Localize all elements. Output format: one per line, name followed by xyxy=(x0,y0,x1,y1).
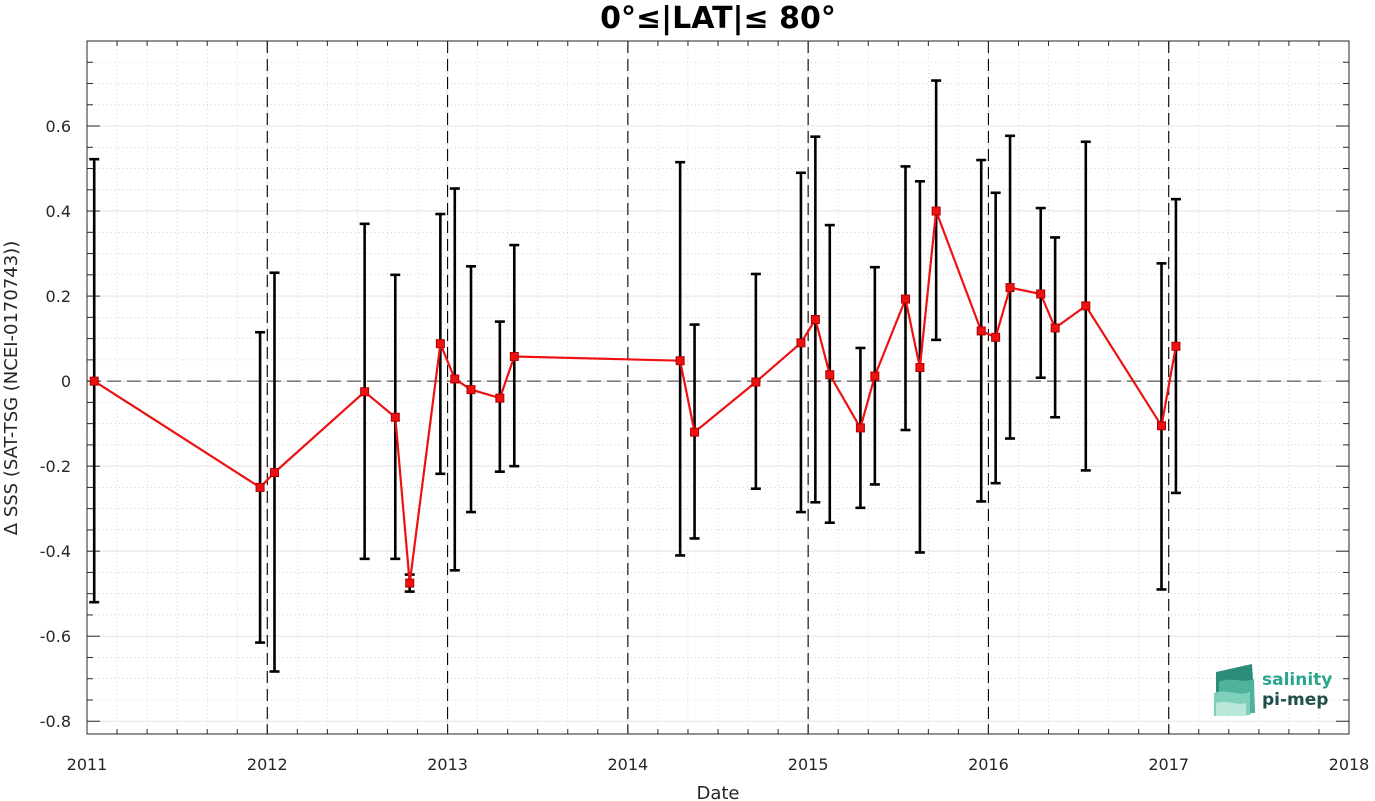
x-tick-label: 2016 xyxy=(968,755,1009,774)
x-tick-label: 2012 xyxy=(247,755,288,774)
data-point-marker xyxy=(751,377,761,387)
data-point-marker xyxy=(1050,323,1060,333)
data-point-marker xyxy=(931,206,941,216)
error-bars xyxy=(89,79,1181,673)
data-point-marker xyxy=(796,338,806,348)
y-tick-label: -0.8 xyxy=(40,712,71,731)
y-tick-label: 0.2 xyxy=(46,287,71,306)
data-point-marker xyxy=(450,374,460,384)
data-point-marker xyxy=(1005,283,1015,293)
data-point-marker xyxy=(269,468,279,478)
x-tick-label: 2017 xyxy=(1148,755,1189,774)
y-tick-labels: 0.6 0.4 0.2 0 -0.2 -0.4 -0.6 -0.8 xyxy=(40,117,71,731)
minor-grid xyxy=(87,41,1349,734)
data-point-marker xyxy=(466,385,476,395)
data-markers xyxy=(89,206,1181,588)
major-grid xyxy=(86,41,1350,734)
x-tick-label: 2013 xyxy=(427,755,468,774)
data-point-marker xyxy=(900,294,910,304)
data-point-marker xyxy=(1036,289,1046,299)
data-point-marker xyxy=(405,578,415,588)
data-point-marker xyxy=(1081,301,1091,311)
y-tick-label: -0.2 xyxy=(40,457,71,476)
data-point-marker xyxy=(810,314,820,324)
data-point-marker xyxy=(1157,421,1167,431)
data-point-marker xyxy=(855,423,865,433)
data-point-marker xyxy=(360,387,370,397)
data-point-marker xyxy=(690,427,700,437)
y-tick-label: -0.4 xyxy=(40,542,71,561)
y-axis-label: Δ SSS (SAT-TSG (NCEI-0170743)) xyxy=(1,241,22,535)
x-tick-label: 2018 xyxy=(1329,755,1370,774)
x-tick-label: 2015 xyxy=(788,755,829,774)
data-point-marker xyxy=(390,412,400,422)
y-tick-label: 0.6 xyxy=(46,117,71,136)
data-point-marker xyxy=(495,393,505,403)
data-point-marker xyxy=(89,376,99,386)
chart-title: 0°≤|LAT|≤ 80° xyxy=(600,1,836,36)
data-point-marker xyxy=(915,363,925,373)
data-point-marker xyxy=(255,482,265,492)
logo-text-pi-mep: pi-mep xyxy=(1262,690,1328,710)
logo-wave-icon xyxy=(1214,664,1255,716)
series-line xyxy=(93,210,1177,585)
x-axis-label: Date xyxy=(696,783,739,801)
x-tick-label: 2014 xyxy=(607,755,648,774)
plot-frame xyxy=(86,40,1350,735)
axis-ticks xyxy=(86,41,1350,734)
data-point-marker xyxy=(1171,341,1181,351)
data-point-marker xyxy=(435,339,445,349)
salinity-pi-mep-logo: salinity pi-mep xyxy=(1214,664,1332,716)
y-tick-label: -0.6 xyxy=(40,627,71,646)
logo-text-salinity: salinity xyxy=(1262,670,1332,690)
data-point-marker xyxy=(675,356,685,366)
series-line-group xyxy=(93,210,1177,585)
y-tick-label: 0 xyxy=(61,372,71,391)
data-point-marker xyxy=(976,326,986,336)
y-tick-label: 0.4 xyxy=(46,202,71,221)
year-boundary-lines xyxy=(266,41,1170,734)
data-point-marker xyxy=(825,370,835,380)
data-point-marker xyxy=(870,371,880,381)
x-tick-label: 2011 xyxy=(67,755,108,774)
x-tick-labels: 2011 2012 2013 2014 2015 2016 2017 2018 xyxy=(67,755,1370,774)
data-point-marker xyxy=(509,351,519,361)
data-point-marker xyxy=(991,332,1001,342)
